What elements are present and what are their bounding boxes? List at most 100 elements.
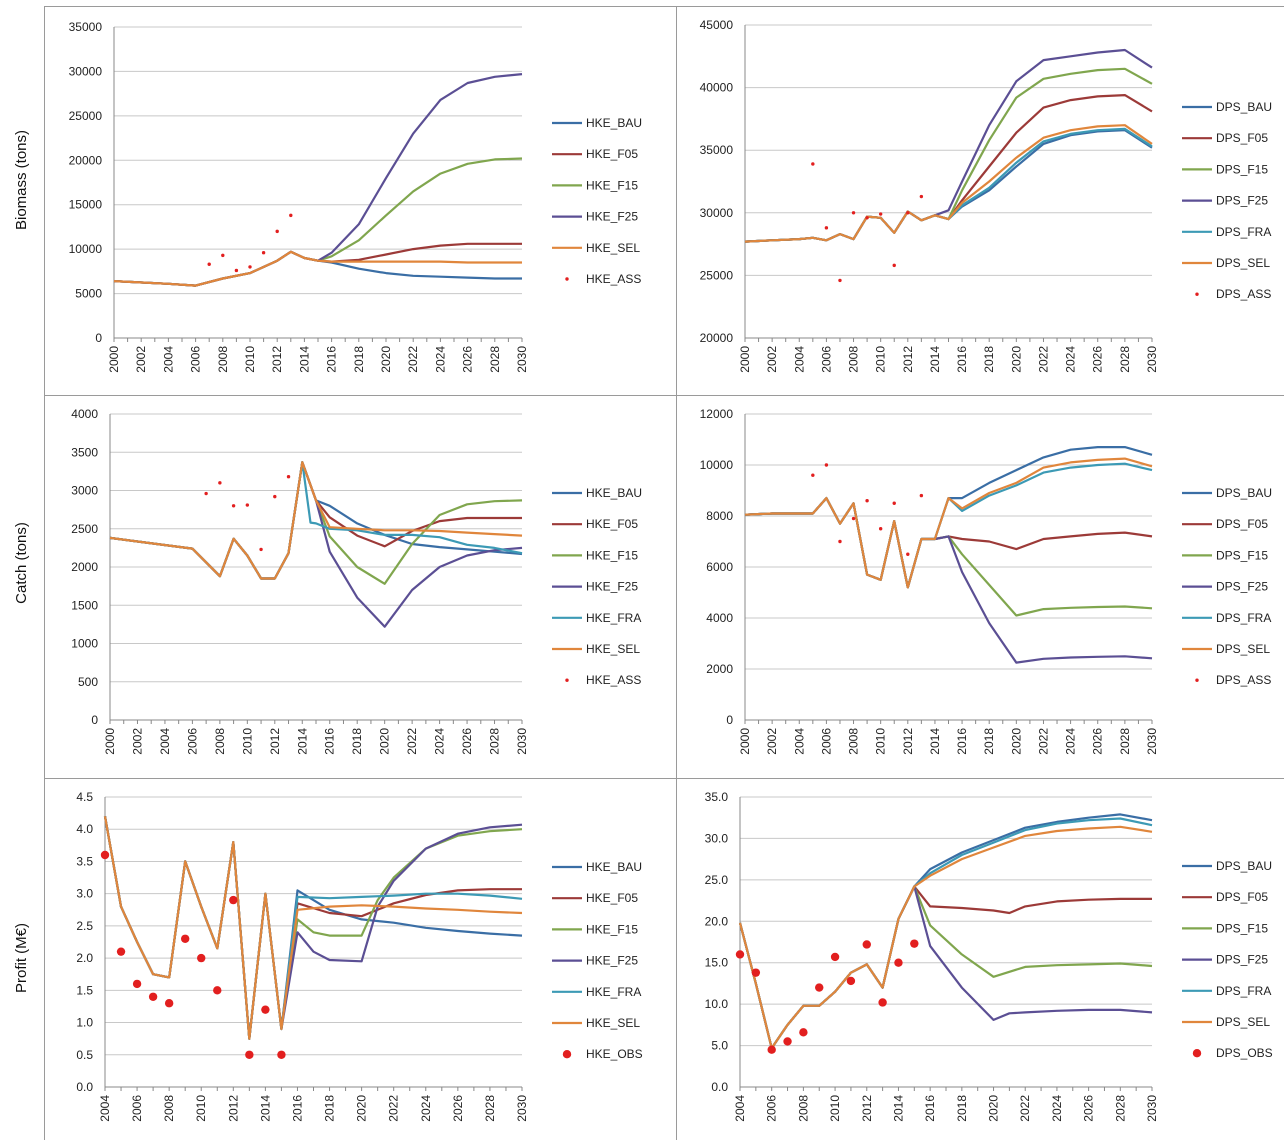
x-tick-label: 2018 [350, 728, 364, 755]
x-tick-label: 2012 [901, 728, 915, 755]
legend-label: HKE_ASS [586, 673, 641, 687]
legend-label: HKE_OBS [586, 1047, 643, 1061]
x-tick-label: 2016 [290, 1095, 304, 1122]
legend-label: HKE_BAU [586, 116, 642, 130]
y-tick-label: 10000 [700, 458, 734, 472]
y-tick-label: 2000 [706, 662, 733, 676]
x-tick-label: 2020 [355, 1095, 369, 1122]
data-point-marker [838, 278, 842, 283]
data-point-marker [218, 481, 222, 485]
series-line-sel [109, 461, 523, 580]
y-tick-label: 500 [78, 675, 98, 689]
y-tick-label: 25000 [69, 109, 103, 123]
x-tick-label: 2022 [387, 1095, 401, 1122]
data-point-marker [245, 1050, 254, 1059]
data-point-marker [751, 968, 761, 977]
y-tick-label: 3.0 [76, 887, 93, 901]
x-tick-label: 2028 [488, 728, 502, 755]
data-point-marker [906, 211, 910, 215]
y-tick-label: 35.0 [705, 790, 729, 804]
legend-marker-swatch [1192, 1049, 1202, 1058]
y-tick-label: 20000 [700, 331, 734, 345]
legend-label: HKE_F25 [586, 954, 638, 968]
x-tick-label: 2012 [268, 728, 282, 755]
x-tick-label: 2030 [1145, 728, 1159, 755]
x-tick-label: 2016 [955, 728, 969, 755]
x-tick-label: 2030 [515, 346, 529, 373]
legend-label: DPS_FRA [1216, 611, 1271, 625]
data-point-marker [213, 986, 222, 995]
y-tick-label: 3000 [71, 484, 98, 498]
legend-label: DPS_F05 [1216, 131, 1268, 145]
y-tick-label: 0 [95, 331, 102, 345]
x-tick-label: 2022 [406, 346, 420, 373]
x-tick-label: 2012 [226, 1095, 240, 1122]
data-point-marker [261, 250, 266, 255]
x-tick-label: 2004 [98, 1095, 112, 1122]
x-tick-label: 2016 [955, 346, 969, 373]
data-point-marker [824, 463, 829, 467]
y-tick-label: 15.0 [705, 956, 729, 970]
data-point-marker [221, 253, 225, 258]
x-tick-label: 2026 [1091, 346, 1105, 373]
series-line-f15 [744, 67, 1153, 243]
data-point-marker [851, 211, 856, 215]
legend-label: DPS_ASS [1216, 287, 1271, 301]
chart-panel-1: 0 5000 10000 15000 20000 25000 30000 35000 2000 2… [69, 20, 642, 373]
x-tick-label: 2008 [847, 346, 861, 373]
y-tick-label: 1.0 [76, 1016, 93, 1030]
legend-label: HKE_SEL [586, 642, 640, 656]
x-tick-label: 2022 [1018, 1095, 1032, 1122]
x-tick-label: 2004 [792, 728, 806, 755]
legend-label: HKE_F05 [586, 517, 638, 531]
x-tick-label: 2020 [987, 1095, 1001, 1122]
data-point-marker [735, 950, 745, 959]
data-point-marker [148, 992, 158, 1001]
series-line-fra [744, 462, 1153, 589]
y-tick-label: 20000 [69, 153, 103, 167]
y-tick-label: 35000 [700, 143, 734, 157]
series-line-f05 [109, 461, 522, 580]
x-tick-label: 2030 [1145, 346, 1159, 373]
y-tick-label: 1500 [71, 598, 98, 612]
y-tick-label: 35000 [69, 20, 103, 34]
data-point-marker [132, 979, 142, 989]
y-tick-label: 2500 [71, 522, 98, 536]
legend-label: DPS_SEL [1216, 256, 1270, 270]
x-tick-label: 2014 [295, 728, 309, 755]
y-tick-label: 25.0 [705, 873, 729, 887]
x-tick-label: 2014 [928, 346, 942, 373]
data-point-marker [811, 473, 815, 477]
legend-label: DPS_F15 [1216, 921, 1268, 935]
y-tick-label: 0.0 [711, 1080, 728, 1094]
x-tick-label: 2022 [405, 728, 419, 755]
y-tick-label: 0.0 [76, 1080, 93, 1094]
y-tick-label: 15000 [69, 198, 103, 212]
legend-marker-swatch [565, 277, 569, 281]
x-tick-label: 2026 [451, 1095, 465, 1122]
y-tick-label: 20.0 [705, 914, 729, 928]
x-tick-label: 2014 [891, 1095, 905, 1122]
data-point-marker [865, 216, 869, 220]
legend-label: DPS_SEL [1216, 1015, 1270, 1029]
legend-label: HKE_FRA [586, 985, 641, 999]
x-tick-label: 2020 [1009, 346, 1023, 373]
legend: HKE_BAU HKE_F05 HKE_F15 HKE_F25 HKE_FRA HKE_S… [552, 860, 643, 1061]
y-tick-label: 4000 [706, 611, 733, 625]
series-line-f25 [113, 73, 523, 287]
x-tick-label: 2008 [213, 728, 227, 755]
y-tick-label: 0 [91, 713, 98, 727]
x-tick-label: 2002 [134, 346, 148, 373]
data-point-marker [259, 547, 263, 552]
x-tick-label: 2022 [1036, 346, 1050, 373]
data-point-marker [100, 850, 110, 860]
legend-label: DPS_OBS [1216, 1046, 1273, 1060]
x-tick-label: 2008 [162, 1095, 176, 1122]
data-point-marker [799, 1028, 808, 1037]
x-tick-label: 2008 [216, 346, 230, 373]
y-tick-label: 30000 [700, 206, 734, 220]
legend-label: HKE_FRA [586, 611, 641, 625]
x-tick-label: 2010 [194, 1095, 208, 1122]
series-line-sel [744, 124, 1153, 243]
legend-label: HKE_F15 [586, 922, 638, 936]
